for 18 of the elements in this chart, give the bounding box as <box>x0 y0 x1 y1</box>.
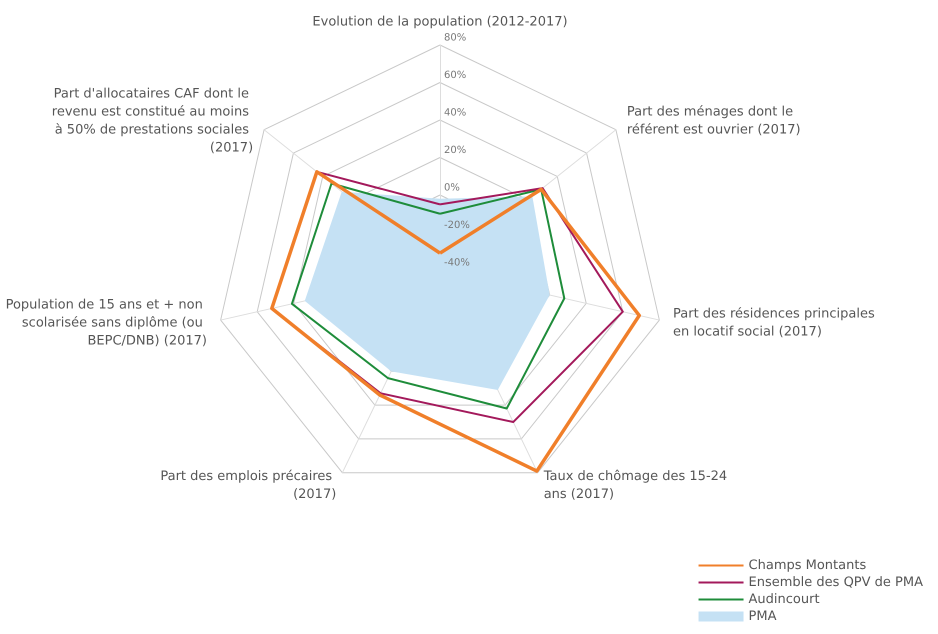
spoke-label: Part d'allocataires CAF dont le revenu est constitué au moins à 50% de prestations sociales (2017) <box>52 86 254 156</box>
legend-label: PMA <box>748 609 777 624</box>
y-tick-label: 0% <box>444 182 460 194</box>
legend-label: Audincourt <box>748 592 820 607</box>
spoke-label: Taux de chômage des 15-24 ans (2017) <box>542 468 732 502</box>
y-tick-label: 20% <box>444 145 466 156</box>
spoke-label: Evolution de la population (2012-2017) <box>312 14 568 30</box>
spoke-label: Population de 15 ans et + non scolarisée sans diplôme (ou BEPC/DNB) (2017) <box>6 298 207 349</box>
spoke-label: Part des ménages dont le référent est ouvrier (2017) <box>626 104 801 138</box>
spoke-label: Part des emplois précaires (2017) <box>160 468 336 502</box>
y-tick-label: -20% <box>444 220 470 231</box>
y-tick-label: 40% <box>444 108 466 118</box>
y-tick-label: -40% <box>444 258 470 268</box>
spoke-label: Part des résidences principales en locatif social (2017) <box>673 306 879 340</box>
y-tick-label: 60% <box>444 70 466 81</box>
legend-label: Champs Montants <box>748 558 866 573</box>
y-tick-label: 80% <box>444 32 466 44</box>
legend-label: Ensemble des QPV de PMA <box>748 575 924 590</box>
